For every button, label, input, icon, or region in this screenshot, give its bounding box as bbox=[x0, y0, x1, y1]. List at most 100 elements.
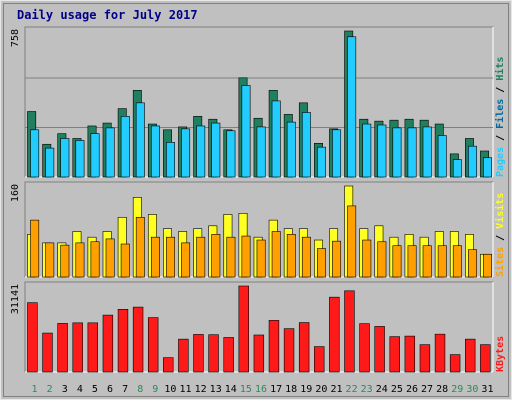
panels-group: 758 Pages / Files / Hits 160 Sites / Visits… bbox=[10, 26, 506, 373]
bar-kbytes bbox=[223, 337, 234, 373]
x-tick-label: 13 bbox=[210, 384, 222, 395]
right-axis-label-kbytes: KBytes bbox=[495, 336, 506, 372]
x-tick-label: 3 bbox=[62, 384, 68, 395]
bar-kbytes bbox=[283, 328, 295, 373]
x-tick-label: 23 bbox=[361, 384, 373, 395]
bar-sites bbox=[452, 245, 462, 278]
bar-kbytes bbox=[193, 334, 204, 373]
bar-kbytes bbox=[268, 320, 280, 373]
panel-visits: 160 Sites / Visits bbox=[10, 181, 506, 278]
bar-kbytes bbox=[163, 357, 174, 373]
bar-sites bbox=[90, 241, 100, 278]
x-tick-label: 12 bbox=[195, 384, 207, 395]
x-tick-label: 6 bbox=[107, 384, 113, 395]
bar-kbytes bbox=[374, 326, 385, 373]
x-axis-labels: 1 2 3 4 5 6 7 8 9 10 11 12 13 14 15 16 17 18 19 20 21 22 23 24 2… bbox=[32, 384, 494, 395]
bar-sites bbox=[226, 236, 236, 278]
bar-sites bbox=[392, 245, 402, 278]
bar-sites bbox=[256, 239, 266, 278]
bar-pages bbox=[437, 135, 447, 178]
bar-pages bbox=[347, 36, 357, 178]
bar-pages bbox=[301, 112, 311, 178]
right-axis-label-visits: Sites / Visits bbox=[494, 193, 506, 277]
panel-kbytes: 31141 KBytes bbox=[10, 281, 506, 373]
axis-label-part: Hits bbox=[494, 57, 506, 81]
bar-sites bbox=[181, 242, 191, 278]
y-max-label-kbytes: 31141 bbox=[10, 284, 21, 314]
bar-pages bbox=[422, 126, 432, 178]
bar-sites bbox=[483, 253, 493, 278]
bar-pages bbox=[483, 157, 493, 178]
bar-sites bbox=[166, 236, 175, 278]
bar-kbytes bbox=[27, 302, 38, 373]
bar-kbytes bbox=[102, 314, 114, 373]
bar-sites bbox=[317, 248, 326, 278]
bar-kbytes bbox=[72, 322, 83, 373]
bar-pages bbox=[166, 142, 175, 178]
x-tick-label: 25 bbox=[391, 384, 403, 395]
x-tick-label: 30 bbox=[466, 384, 478, 395]
bar-sites bbox=[75, 242, 85, 278]
bar-kbytes bbox=[238, 285, 249, 373]
bar-pages bbox=[241, 85, 251, 178]
bar-pages bbox=[105, 127, 115, 178]
bar-pages bbox=[377, 124, 387, 178]
bar-kbytes bbox=[298, 322, 310, 373]
axis-label-part: KBytes bbox=[495, 336, 506, 372]
x-tick-label: 18 bbox=[285, 384, 297, 395]
bar-sites bbox=[407, 245, 417, 278]
bar-pages bbox=[181, 128, 191, 178]
bar-kbytes bbox=[147, 317, 159, 373]
bar-pages bbox=[120, 116, 130, 178]
axis-label-part: Sites bbox=[494, 247, 506, 277]
x-tick-label: 9 bbox=[152, 384, 158, 395]
x-tick-label: 2 bbox=[47, 384, 53, 395]
axis-label-separator: / bbox=[495, 229, 506, 247]
axis-label-part: Visits bbox=[494, 193, 506, 229]
bar-kbytes bbox=[465, 338, 476, 373]
x-tick-label: 11 bbox=[179, 384, 191, 395]
bar-sites bbox=[422, 245, 432, 278]
axis-label-part: Files bbox=[494, 99, 506, 129]
bar-kbytes bbox=[449, 354, 461, 373]
bar-pages bbox=[392, 127, 402, 178]
bar-sites bbox=[301, 236, 311, 278]
bar-sites bbox=[105, 238, 115, 278]
bar-kbytes bbox=[87, 322, 99, 373]
axis-label-part: Pages bbox=[495, 147, 506, 177]
x-tick-label: 27 bbox=[421, 384, 433, 395]
bar-sites bbox=[196, 236, 206, 278]
x-tick-label: 17 bbox=[270, 384, 282, 395]
bar-pages bbox=[256, 126, 266, 178]
x-tick-label: 4 bbox=[77, 384, 83, 395]
bar-sites bbox=[437, 245, 447, 278]
bar-sites bbox=[332, 240, 342, 278]
bar-kbytes bbox=[178, 338, 189, 373]
bar-kbytes bbox=[132, 306, 144, 373]
bar-sites bbox=[120, 243, 130, 278]
x-tick-label: 26 bbox=[406, 384, 418, 395]
bar-pages bbox=[211, 122, 221, 178]
bar-sites bbox=[60, 244, 70, 278]
axis-label-separator: / bbox=[495, 81, 506, 99]
bar-kbytes bbox=[42, 332, 53, 373]
bar-pages bbox=[75, 140, 85, 178]
bar-kbytes bbox=[208, 334, 219, 373]
bar-pages bbox=[150, 125, 160, 178]
bar-kbytes bbox=[344, 290, 355, 373]
bar-kbytes bbox=[253, 334, 265, 373]
x-tick-label: 29 bbox=[451, 384, 463, 395]
bar-pages bbox=[317, 146, 326, 178]
bar-pages bbox=[271, 100, 281, 178]
bar-kbytes bbox=[359, 323, 370, 373]
bar-kbytes bbox=[117, 309, 129, 373]
bar-pages bbox=[45, 147, 55, 178]
y-max-label-visits: 160 bbox=[10, 184, 21, 202]
bar-sites bbox=[347, 205, 357, 278]
frame-inner-dark bbox=[3, 3, 509, 397]
x-tick-label: 31 bbox=[481, 384, 493, 395]
bar-kbytes bbox=[314, 346, 325, 373]
x-tick-label: 1 bbox=[32, 384, 38, 395]
